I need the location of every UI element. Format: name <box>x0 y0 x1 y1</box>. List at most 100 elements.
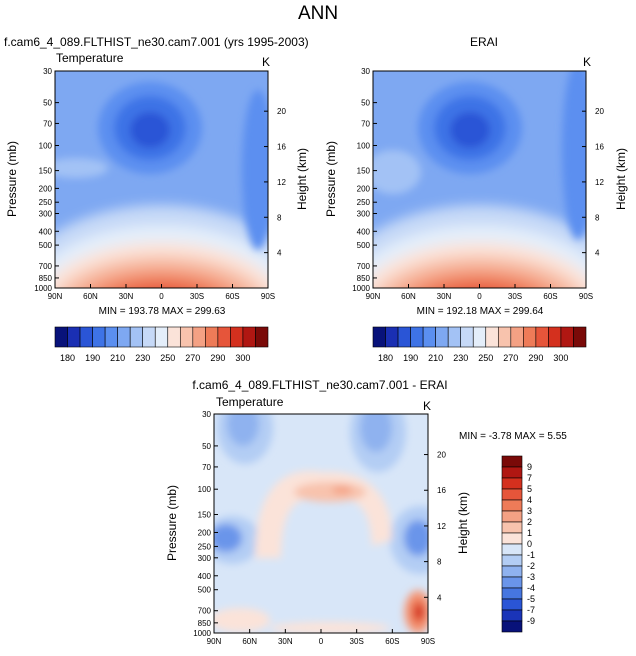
colorbar-label: 180 <box>378 353 393 363</box>
x-tick-label: 90N <box>207 637 222 646</box>
panel-model-ylabel-right: Height (km) <box>295 148 309 210</box>
y-tick-label: 200 <box>39 184 53 193</box>
colorbar-label: -3 <box>527 572 535 582</box>
y-tick-label: 300 <box>198 554 212 563</box>
colorbar-swatch <box>485 326 499 348</box>
colorbar-swatch <box>501 521 523 534</box>
colorbar-swatch <box>548 326 562 348</box>
y-tick-label: 50 <box>43 99 52 108</box>
colorbar-swatch <box>167 326 181 348</box>
x-tick-label: 0 <box>319 637 324 646</box>
x-tick-label: 60S <box>225 292 239 301</box>
colorbar-swatch <box>573 326 587 348</box>
colorbar-label: -5 <box>527 594 535 604</box>
y-tick-label: 700 <box>198 607 212 616</box>
y-tick-label: 150 <box>357 167 371 176</box>
colorbar-label: 210 <box>110 353 125 363</box>
panel-model-colorbar: 180 190 210 230 250 270 290 300 <box>54 326 269 363</box>
y-tick-label: 100 <box>198 485 212 494</box>
y-tick-label: 30 <box>202 410 211 419</box>
x-tick-label: 60N <box>242 637 257 646</box>
colorbar-label: 230 <box>135 353 150 363</box>
panel-diff-ylabel-right: Height (km) <box>456 492 470 554</box>
colorbar-label: 290 <box>528 353 543 363</box>
x-tick-label: 90S <box>261 292 275 301</box>
colorbar-label: 270 <box>503 353 518 363</box>
height-tick-label: 20 <box>437 451 446 460</box>
height-tick-label: 16 <box>437 486 446 495</box>
colorbar-swatch <box>179 326 194 348</box>
y-tick-label: 850 <box>198 619 212 628</box>
colorbar-swatch <box>501 532 523 545</box>
colorbar-swatch <box>501 587 523 600</box>
panel-obs-colorbar: 180 190 210 230 250 270 290 300 <box>372 326 587 363</box>
colorbar-swatch <box>510 326 524 348</box>
panel-model-title: f.cam6_4_089.FLTHIST_ne30.cam7.001 (yrs … <box>4 35 309 49</box>
panel-diff-title: f.cam6_4_089.FLTHIST_ne30.cam7.001 - ERA… <box>192 378 447 392</box>
y-tick-label: 50 <box>361 99 370 108</box>
colorbar-swatch <box>54 326 68 348</box>
y-tick-label: 1000 <box>352 284 370 293</box>
panel-obs: ERAI K Pressure <box>324 35 628 363</box>
height-tick-label: 12 <box>595 178 604 187</box>
x-tick-label: 30S <box>190 292 204 301</box>
colorbar-swatch <box>523 326 537 348</box>
colorbar-label: 9 <box>527 462 532 472</box>
colorbar-label: 270 <box>185 353 200 363</box>
y-tick-label: 850 <box>357 274 371 283</box>
colorbar-swatch <box>501 466 523 479</box>
x-tick-label: 60N <box>83 292 98 301</box>
panel-obs-contours <box>373 71 586 288</box>
colorbar-label: -4 <box>527 583 535 593</box>
panel-diff: f.cam6_4_089.FLTHIST_ne30.cam7.001 - ERA… <box>165 378 567 646</box>
y-tick-label: 500 <box>198 586 212 595</box>
panel-obs-ylabel-right: Height (km) <box>614 148 628 210</box>
y-tick-label: 200 <box>357 184 371 193</box>
panel-obs-title: ERAI <box>470 35 498 49</box>
colorbar-swatch <box>242 326 256 348</box>
y-tick-label: 500 <box>357 241 371 250</box>
colorbar-swatch <box>192 326 206 348</box>
height-tick-label: 20 <box>277 107 286 116</box>
panel-model: f.cam6_4_089.FLTHIST_ne30.cam7.001 (yrs … <box>4 35 309 363</box>
colorbar-label: 180 <box>60 353 75 363</box>
colorbar-label: 190 <box>403 353 418 363</box>
y-tick-label: 150 <box>198 511 212 520</box>
height-tick-label: 20 <box>595 107 604 116</box>
colorbar-label: 2 <box>527 517 532 527</box>
colorbar-swatch <box>501 609 523 622</box>
colorbar-swatch <box>501 576 523 589</box>
y-tick-label: 70 <box>361 119 370 128</box>
colorbar-swatch <box>104 326 118 348</box>
colorbar-swatch <box>501 477 523 490</box>
colorbar-swatch <box>385 326 399 348</box>
panel-model-stats: MIN = 193.78 MAX = 299.63 <box>99 306 226 317</box>
height-tick-label: 12 <box>277 178 286 187</box>
colorbar-swatch <box>560 326 574 348</box>
page-title: ANN <box>298 3 338 24</box>
panel-obs-ylabel: Pressure (mb) <box>324 141 338 217</box>
height-tick-label: 12 <box>437 522 446 531</box>
y-tick-label: 400 <box>357 227 371 236</box>
colorbar-swatch <box>501 554 523 567</box>
height-tick-label: 16 <box>277 143 286 152</box>
panel-model-units: K <box>262 55 270 69</box>
x-tick-label: 0 <box>159 292 164 301</box>
x-tick-label: 30S <box>350 637 364 646</box>
y-tick-label: 70 <box>43 119 52 128</box>
colorbar-swatch <box>255 326 269 348</box>
y-tick-label: 50 <box>202 442 211 451</box>
panel-model-contours <box>55 71 268 288</box>
colorbar-label: 250 <box>478 353 493 363</box>
colorbar-swatch <box>501 499 523 512</box>
colorbar-label: -9 <box>527 616 535 626</box>
colorbar-swatch <box>497 326 512 348</box>
x-tick-label: 90S <box>421 637 435 646</box>
height-tick-label: 8 <box>437 558 442 567</box>
height-tick-label: 4 <box>437 593 442 602</box>
colorbar-swatch <box>129 326 144 348</box>
x-tick-label: 60S <box>543 292 557 301</box>
y-tick-label: 700 <box>39 262 53 271</box>
height-tick-label: 4 <box>595 249 600 258</box>
